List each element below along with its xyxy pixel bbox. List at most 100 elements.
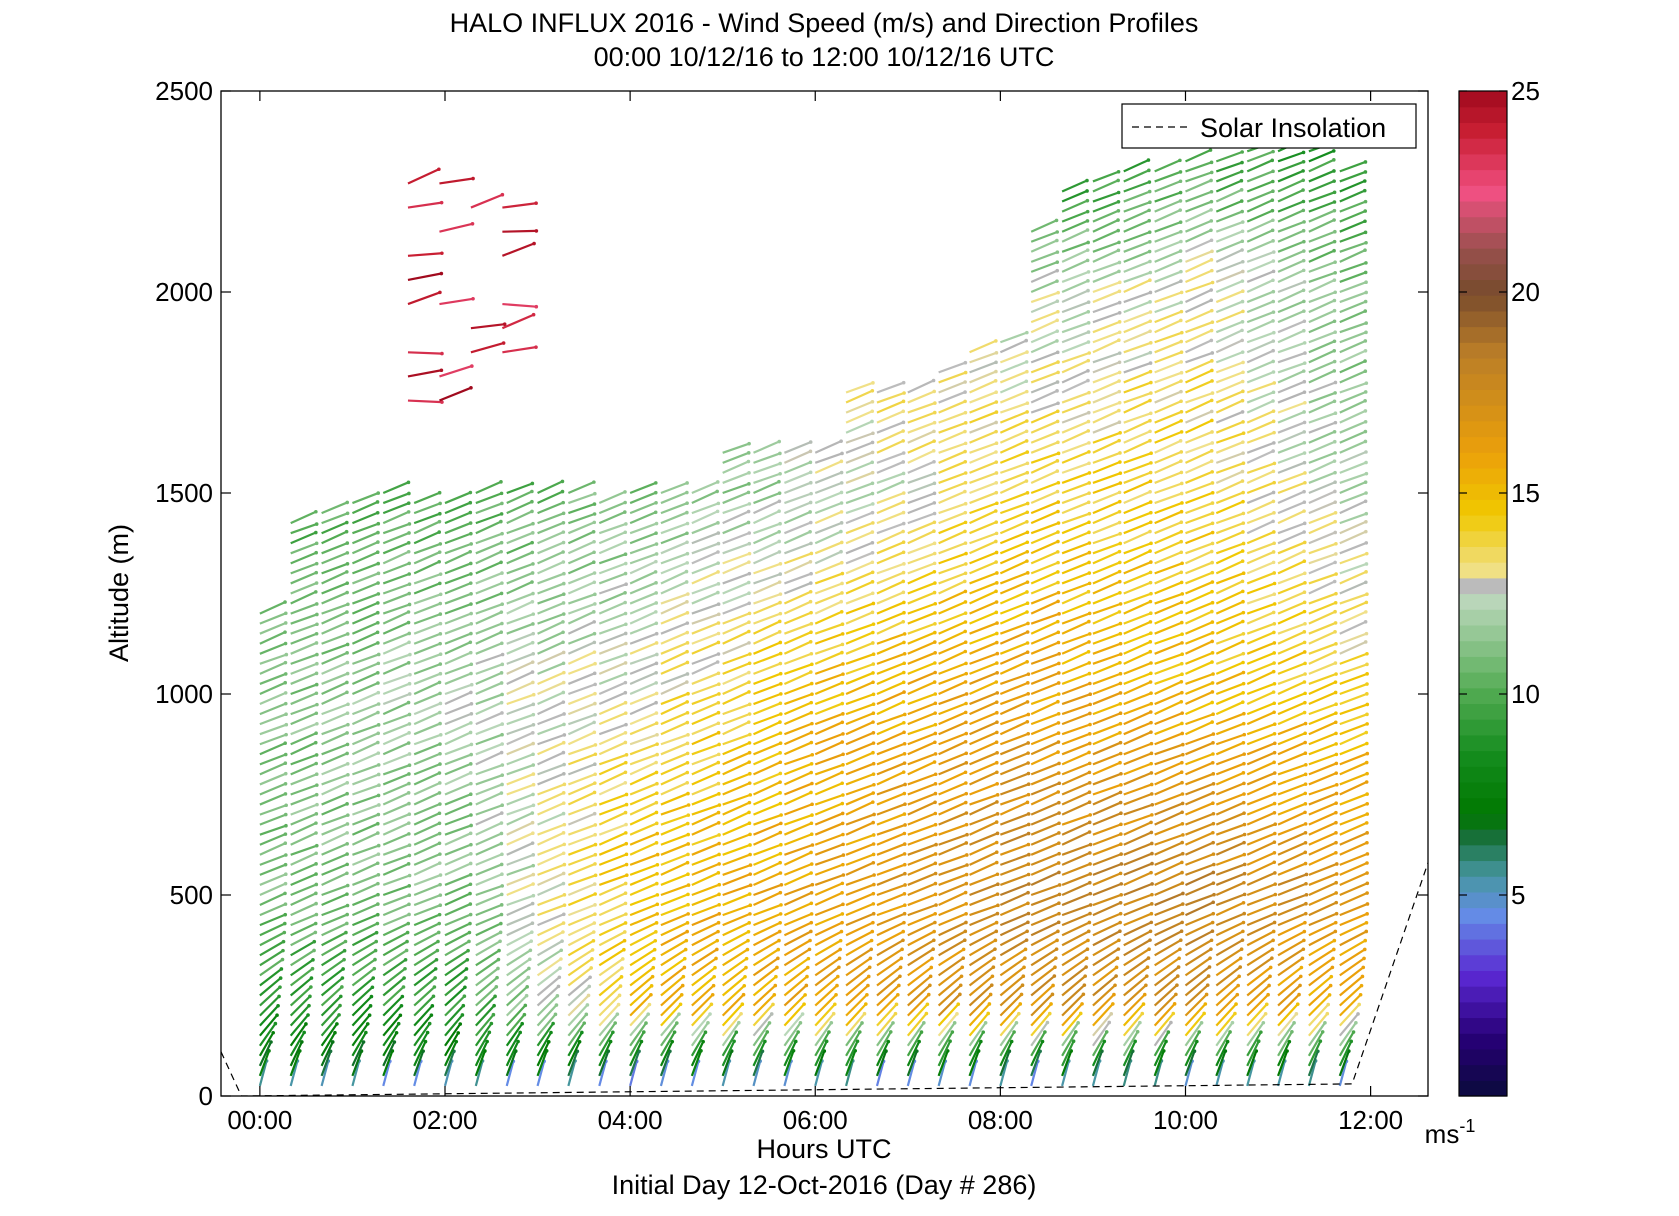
wind-arrow-head <box>279 967 284 971</box>
wind-arrow <box>413 632 441 645</box>
wind-arrow-head <box>834 992 838 997</box>
wind-arrow <box>999 930 1028 947</box>
wind-arrow-head <box>622 938 627 943</box>
wind-arrow-head <box>337 1013 341 1017</box>
wind-arrow-head <box>280 957 285 962</box>
wind-arrow-head <box>900 479 905 484</box>
wind-arrow <box>1061 984 1086 1007</box>
wind-arrow-head <box>901 700 906 704</box>
wind-arrow <box>1030 1041 1044 1067</box>
wind-arrow-head <box>1117 370 1122 375</box>
wind-arrow-head <box>500 641 504 646</box>
wind-arrow-head <box>933 782 938 786</box>
wind-arrow-head <box>463 985 467 990</box>
wind-arrow-head <box>747 629 751 634</box>
wind-arrow <box>351 691 379 706</box>
wind-arrow-head <box>1241 800 1246 805</box>
wind-arrow <box>660 661 688 675</box>
wind-arrow-head <box>1333 229 1337 234</box>
wind-arrow <box>259 792 286 806</box>
wind-arrow <box>1153 966 1180 987</box>
wind-arrow <box>969 632 998 645</box>
wind-arrow <box>938 921 967 937</box>
wind-arrow <box>413 722 441 736</box>
wind-arrow-head <box>1078 1011 1083 1016</box>
wind-arrow <box>351 977 374 997</box>
wind-arrow <box>1092 179 1119 193</box>
wind-arrow-head <box>1179 309 1184 314</box>
wind-arrow <box>352 601 379 615</box>
wind-arrow-head <box>1241 370 1245 375</box>
wind-arrow <box>506 793 534 806</box>
wind-arrow-head <box>810 843 815 847</box>
wind-arrow-head <box>933 800 937 805</box>
wind-arrow <box>1092 1003 1114 1027</box>
wind-arrow <box>907 501 935 515</box>
wind-arrow-head <box>1164 1039 1168 1044</box>
wind-arrow <box>382 913 410 927</box>
wind-arrow <box>1030 452 1059 464</box>
wind-arrow <box>1092 510 1120 525</box>
wind-arrow-head <box>1149 761 1154 766</box>
wind-arrow-head <box>531 652 536 656</box>
wind-arrow-head <box>1057 652 1061 656</box>
wind-arrow-head <box>437 519 442 524</box>
wind-arrow <box>660 930 688 947</box>
wind-arrow <box>969 391 997 404</box>
wind-arrow <box>1092 451 1121 464</box>
wind-arrow-head <box>983 1020 988 1025</box>
wind-arrow <box>845 653 875 665</box>
wind-arrow <box>537 823 565 836</box>
wind-arrow-head <box>1303 830 1308 835</box>
wind-arrow <box>1092 401 1121 414</box>
wind-arrow <box>1215 249 1243 263</box>
wind-arrow-head <box>1087 520 1091 525</box>
wind-arrow <box>444 622 472 635</box>
wind-arrow-head <box>933 401 937 405</box>
wind-arrow <box>537 550 564 565</box>
wind-arrow-head <box>1272 741 1277 746</box>
wind-arrow-head <box>809 850 813 855</box>
wind-arrow <box>1030 772 1060 786</box>
wind-arrow-head <box>1149 691 1153 695</box>
wind-arrow <box>1246 1040 1260 1067</box>
wind-arrow <box>413 752 441 766</box>
wind-arrow <box>1123 984 1147 1007</box>
wind-arrow <box>629 560 657 575</box>
wind-arrow <box>1215 522 1244 535</box>
wind-arrow <box>876 792 905 806</box>
wind-arrow-head <box>1302 509 1306 513</box>
wind-arrow <box>1154 230 1182 243</box>
wind-arrow <box>1277 510 1305 525</box>
wind-arrow <box>321 913 348 927</box>
wind-arrow <box>1092 741 1121 756</box>
wind-arrow-head <box>958 992 962 997</box>
wind-arrow-head <box>1302 239 1306 244</box>
wind-arrow-head <box>685 600 689 604</box>
wind-arrow <box>1000 713 1029 726</box>
wind-arrow <box>660 781 688 796</box>
wind-arrow <box>907 792 936 806</box>
wind-arrow-head <box>307 1003 311 1008</box>
wind-arrow <box>290 949 315 967</box>
wind-arrow <box>938 912 967 927</box>
wind-arrow <box>1092 921 1121 937</box>
wind-arrow-head <box>1211 712 1215 717</box>
wind-arrow-head <box>717 742 721 747</box>
wind-arrow-head <box>592 610 596 614</box>
wind-arrow <box>876 511 904 525</box>
wind-arrow <box>1092 472 1121 484</box>
wind-arrow-head <box>376 873 381 877</box>
wind-arrow-head <box>963 529 967 534</box>
wind-arrow <box>1092 409 1120 424</box>
wind-arrow <box>1092 833 1122 846</box>
wind-arrow-head <box>1149 661 1153 665</box>
wind-arrow-head <box>1271 310 1276 314</box>
wind-arrow <box>1307 1050 1319 1077</box>
wind-arrow <box>690 1031 707 1057</box>
wind-arrow-head <box>1145 965 1150 970</box>
wind-arrow <box>290 862 317 876</box>
wind-arrow <box>876 652 906 665</box>
wind-arrow <box>537 572 565 585</box>
wind-arrow <box>568 602 596 615</box>
